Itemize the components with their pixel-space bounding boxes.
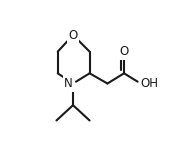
Text: OH: OH (141, 77, 159, 90)
Text: O: O (119, 45, 129, 58)
Text: O: O (68, 28, 78, 42)
Text: N: N (64, 77, 73, 90)
